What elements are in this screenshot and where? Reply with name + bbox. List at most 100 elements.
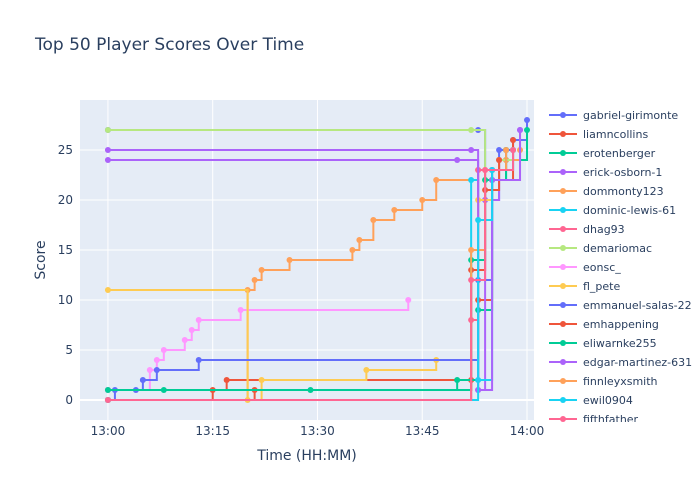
- legend-label: liamncollins: [583, 128, 648, 141]
- data-point: [496, 157, 503, 163]
- legend-marker: [560, 283, 566, 289]
- y-axis-label: Score: [33, 240, 49, 279]
- data-point: [153, 367, 160, 373]
- x-tick-label: 14:00: [510, 424, 545, 438]
- series-line: [107, 130, 522, 391]
- x-axis-label: Time (HH:MM): [256, 448, 357, 464]
- legend-item[interactable]: emhappening: [549, 318, 659, 331]
- legend-item[interactable]: fl_pete: [549, 280, 620, 293]
- data-point: [139, 377, 146, 383]
- data-point: [104, 397, 111, 403]
- x-axis-ticks: 13:00 13:15 13:30 13:45 14:00: [91, 424, 545, 438]
- data-point: [258, 267, 265, 273]
- y-tick-label: 15: [58, 243, 73, 257]
- legend-marker: [560, 245, 566, 251]
- legend-marker: [560, 207, 566, 213]
- data-point: [454, 377, 461, 383]
- legend-item[interactable]: gabriel-girimonte: [549, 109, 678, 122]
- legend-item[interactable]: dhag93: [549, 223, 625, 236]
- data-point: [104, 147, 111, 153]
- legend-marker: [560, 340, 566, 346]
- data-point: [517, 127, 524, 133]
- legend-label: edgar-martinez-631: [583, 356, 692, 369]
- legend-item[interactable]: ewil0904: [549, 394, 633, 407]
- data-point: [468, 247, 475, 253]
- y-tick-label: 0: [65, 393, 73, 407]
- legend-marker: [560, 112, 566, 118]
- data-point: [433, 177, 440, 183]
- legend-label: dhag93: [583, 223, 625, 236]
- data-point: [160, 347, 167, 353]
- legend-marker: [560, 150, 566, 156]
- plot-area: [80, 100, 534, 420]
- series-layer: [104, 117, 531, 403]
- data-point: [188, 327, 195, 333]
- legend-label: demariomac: [583, 242, 652, 255]
- legend-item[interactable]: erotenberger: [549, 147, 656, 160]
- data-point: [419, 197, 426, 203]
- legend-item[interactable]: edgar-martinez-631: [549, 356, 692, 369]
- legend-item[interactable]: eonsc_: [549, 261, 621, 274]
- legend-item[interactable]: dommonty123: [549, 185, 664, 198]
- data-point: [237, 307, 244, 313]
- legend-label: fifthfather: [583, 413, 639, 426]
- legend-label: dommonty123: [583, 185, 664, 198]
- data-point: [251, 277, 258, 283]
- legend-marker: [560, 321, 566, 327]
- legend-label: dominic-lewis-61: [583, 204, 676, 217]
- data-point: [104, 157, 111, 163]
- data-point: [524, 127, 531, 133]
- legend-marker: [560, 397, 566, 403]
- data-point: [482, 167, 489, 173]
- legend[interactable]: gabriel-girimonte liamncollins erotenberge…: [549, 109, 692, 426]
- legend-marker: [560, 378, 566, 384]
- legend-item[interactable]: demariomac: [549, 242, 652, 255]
- x-tick-label: 13:00: [91, 424, 126, 438]
- data-point: [153, 357, 160, 363]
- data-point: [223, 377, 230, 383]
- data-point: [468, 127, 475, 133]
- data-point: [496, 147, 503, 153]
- chart-title: Top 50 Player Scores Over Time: [34, 35, 304, 55]
- legend-label: erotenberger: [583, 147, 656, 160]
- data-point: [258, 377, 265, 383]
- legend-item[interactable]: erick-osborn-1: [549, 166, 662, 179]
- legend-item[interactable]: emmanuel-salas-22: [549, 299, 692, 312]
- data-point: [524, 117, 531, 123]
- legend-label: fl_pete: [583, 280, 620, 293]
- data-point: [195, 317, 202, 323]
- x-tick-label: 13:15: [195, 424, 230, 438]
- data-point: [454, 157, 461, 163]
- legend-marker: [560, 302, 566, 308]
- data-point: [468, 177, 475, 183]
- data-point: [510, 137, 517, 143]
- legend-marker: [560, 188, 566, 194]
- legend-label: eliwarnke255: [583, 337, 657, 350]
- data-point: [405, 297, 412, 303]
- data-point: [363, 367, 370, 373]
- y-tick-label: 10: [58, 293, 73, 307]
- legend-item[interactable]: dominic-lewis-61: [549, 204, 676, 217]
- legend-label: eonsc_: [583, 261, 621, 274]
- y-tick-label: 25: [58, 143, 73, 157]
- legend-label: emhappening: [583, 318, 659, 331]
- legend-marker: [560, 226, 566, 232]
- legend-label: ewil0904: [583, 394, 633, 407]
- y-tick-label: 5: [65, 343, 73, 357]
- data-point: [286, 257, 293, 263]
- legend-item[interactable]: fifthfather: [549, 413, 639, 426]
- legend-marker: [560, 131, 566, 137]
- data-point: [104, 387, 111, 393]
- y-axis-ticks: 0 5 10 15 20 25: [58, 143, 73, 407]
- data-point: [104, 287, 111, 293]
- series-line: [107, 150, 515, 401]
- legend-item[interactable]: finnleyxsmith: [549, 375, 658, 388]
- legend-item[interactable]: eliwarnke255: [549, 337, 657, 350]
- data-point: [356, 237, 363, 243]
- data-point: [370, 217, 377, 223]
- data-point: [475, 217, 482, 223]
- data-point: [104, 127, 111, 133]
- legend-item[interactable]: liamncollins: [549, 128, 648, 141]
- legend-marker: [560, 264, 566, 270]
